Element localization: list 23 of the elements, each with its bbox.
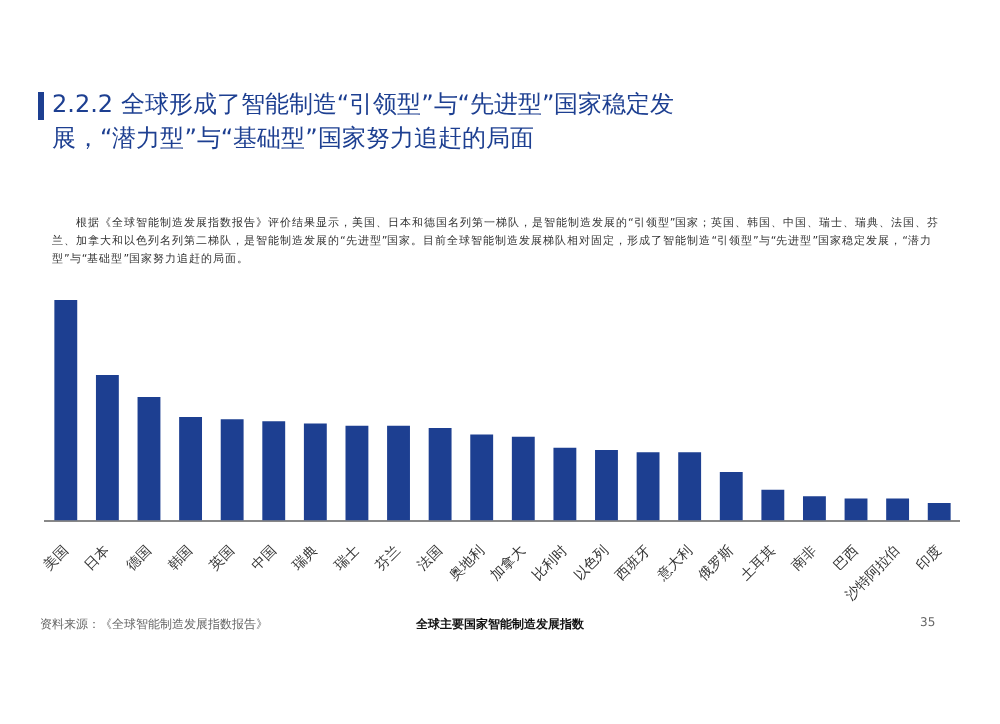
bar [387,425,410,521]
bar [137,397,161,521]
bar [678,452,702,521]
bar [761,489,785,521]
bar [345,425,369,521]
bar [54,300,78,521]
bar [470,434,494,521]
bar [719,472,743,521]
bar [636,452,660,521]
bar [886,498,910,521]
bar [844,498,868,521]
bar [595,450,618,521]
bar [220,419,244,521]
bar [303,423,327,521]
bar [927,502,951,521]
bar [428,427,452,521]
bar [262,421,286,521]
bar [553,447,577,521]
bar [95,375,119,521]
bar [179,416,203,521]
bar [803,496,826,521]
bar [511,436,535,521]
chart-title: 2.2.2 全球形成了智能制造“引领型”与“先进型”国家稳定发展，“潜力型”与“基础型”国家努力追赶的局面 [52,88,677,156]
